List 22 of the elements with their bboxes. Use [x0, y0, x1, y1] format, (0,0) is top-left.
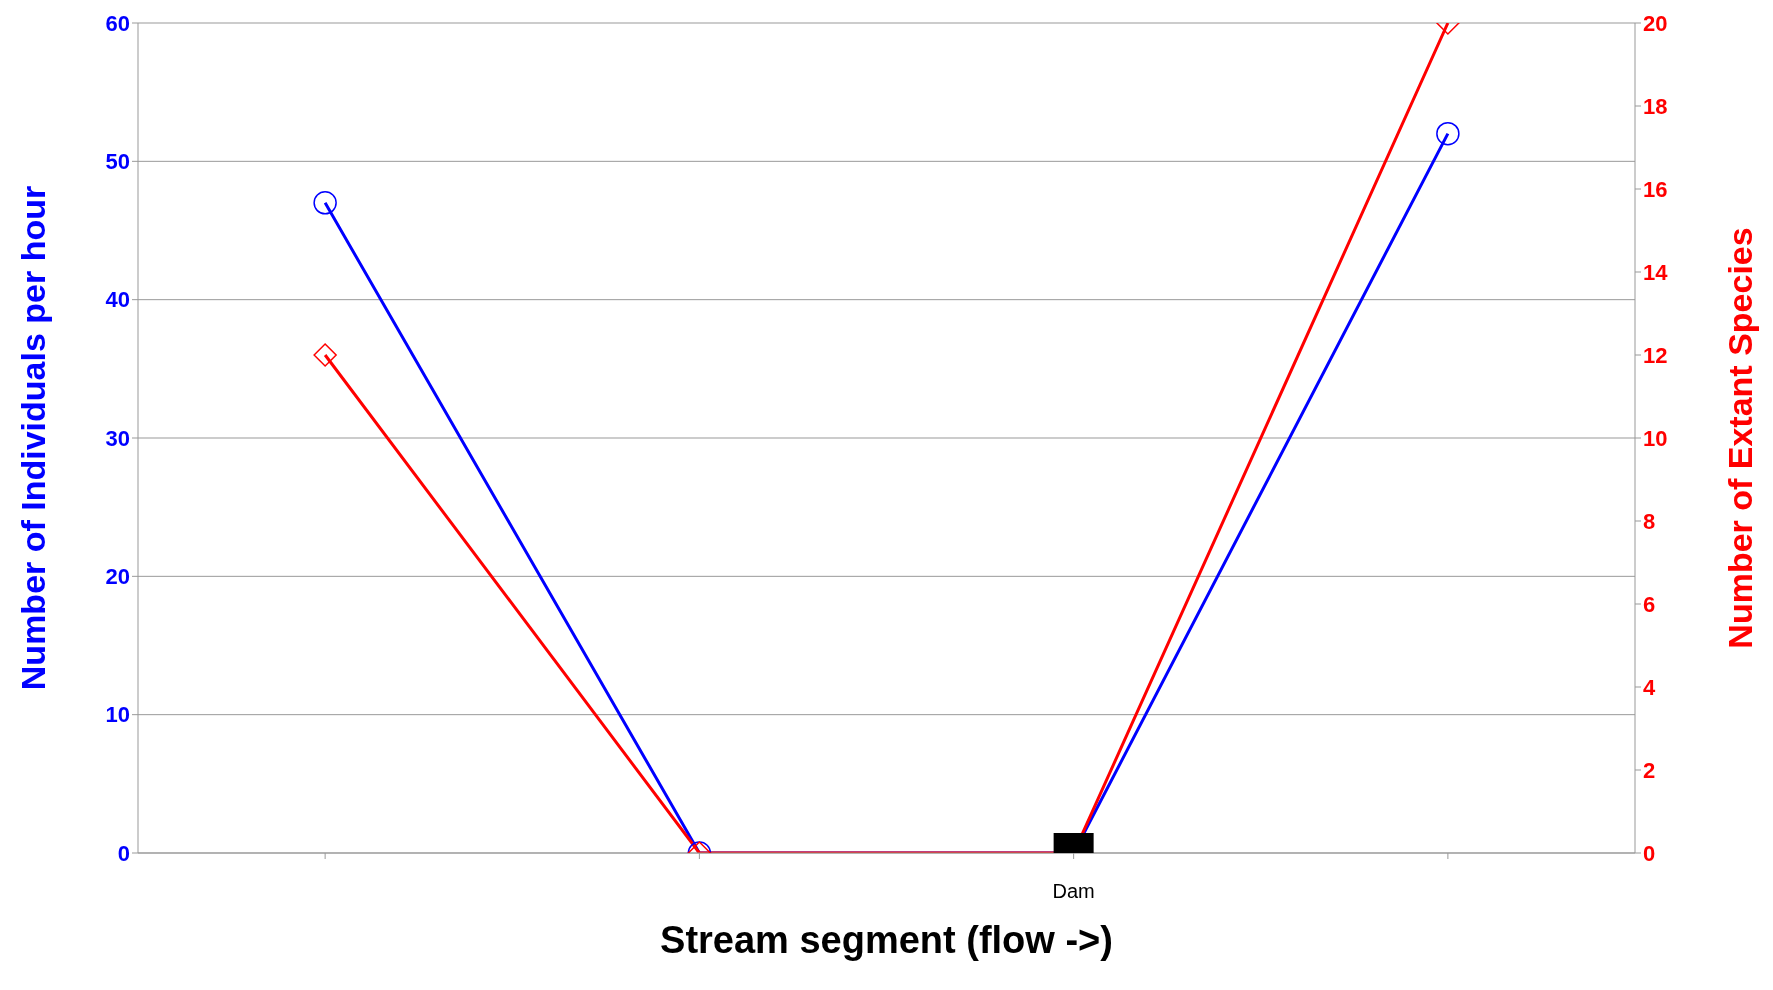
y2-tick-label: 4	[1643, 674, 1656, 700]
y2-tick-label: 18	[1643, 93, 1668, 119]
y-tick-label: 20	[105, 564, 130, 590]
y2-tick-label: 16	[1643, 176, 1668, 202]
y-axis-title: Number of Individuals per hour	[14, 185, 53, 691]
y2-tick-label: 10	[1643, 425, 1668, 451]
y2-tick-label: 12	[1643, 342, 1668, 368]
y2-tick-label: 14	[1643, 259, 1669, 285]
y2-tick-label: 20	[1643, 10, 1668, 36]
y-tick-label: 40	[105, 287, 130, 313]
y-tick-label: 0	[117, 840, 130, 866]
y-tick-label: 30	[105, 425, 130, 451]
series-label: Dam	[1052, 879, 1095, 902]
y-tick-label: 60	[105, 10, 130, 36]
y2-tick-label: 2	[1643, 757, 1656, 783]
y-tick-label: 50	[105, 149, 130, 175]
y-tick-label: 10	[105, 702, 130, 728]
y2-tick-label: 6	[1643, 591, 1656, 617]
y2-tick-label: 0	[1643, 840, 1656, 866]
x-axis-title: Stream segment (flow ->)	[660, 919, 1113, 961]
y2-tick-label: 8	[1643, 508, 1656, 534]
y2-axis-title: Number of Extant Species	[1721, 227, 1760, 649]
